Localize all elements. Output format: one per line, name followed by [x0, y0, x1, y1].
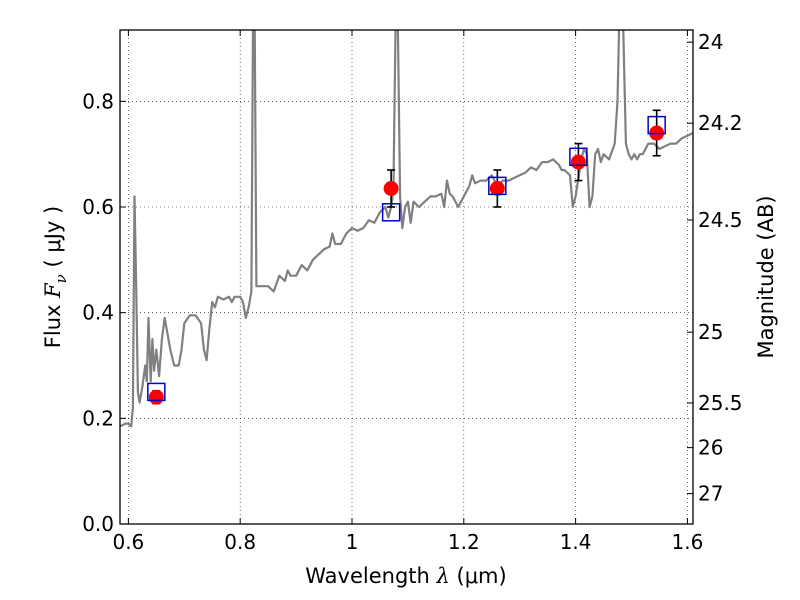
y-tick-label-3: 0.6 [82, 195, 114, 219]
x-axis-label: Wavelength λ (μm) [305, 564, 506, 588]
observed-point-3 [570, 154, 586, 170]
mag-tick-label-3: 25 [698, 320, 723, 344]
plot-frame [119, 29, 694, 525]
y-axis-label: Flux Fν ( μJy ) [41, 206, 70, 348]
axis-ticks: 0.6 0.8 1 1.2 1.4 1.6 0.0 0.2 0.4 0.6 0.8 24 24.2 24.… [82, 30, 743, 554]
model-point-4 [647, 115, 666, 135]
mag-tick-label-4: 25.5 [698, 391, 743, 415]
x-tick-label-0: 0.6 [112, 530, 144, 554]
mag-tick-label-1: 24.2 [698, 111, 743, 135]
observed-point-2 [489, 181, 505, 197]
y-tick-label-1: 0.2 [82, 406, 114, 430]
model-spectrum-line [120, 30, 693, 428]
plot-background [120, 30, 693, 524]
x-tick-label-4: 1.4 [560, 530, 592, 554]
x-tick-label-1: 0.8 [224, 530, 256, 554]
model-photometry-points [147, 115, 666, 402]
model-point-0 [147, 382, 166, 402]
observed-point-0 [148, 389, 164, 405]
mag-tick-label-0: 24 [698, 30, 723, 54]
x-tick-label-3: 1.2 [448, 530, 480, 554]
mag-tick-label-5: 26 [698, 436, 723, 460]
x-tick-label-5: 1.6 [672, 530, 704, 554]
x-tick-label-2: 1 [346, 530, 359, 554]
mag-tick-label-6: 27 [698, 482, 723, 506]
y-tick-label-4: 0.8 [82, 89, 114, 113]
y-tick-label-0: 0.0 [82, 512, 114, 536]
model-point-2 [488, 176, 507, 196]
y-tick-label-2: 0.4 [82, 301, 114, 325]
magnitude-axis-label: Magnitude (AB) [754, 195, 778, 358]
model-point-3 [569, 147, 588, 167]
model-point-1 [381, 203, 401, 222]
mag-tick-label-2: 24.5 [698, 208, 743, 232]
observed-point-1 [383, 181, 399, 197]
